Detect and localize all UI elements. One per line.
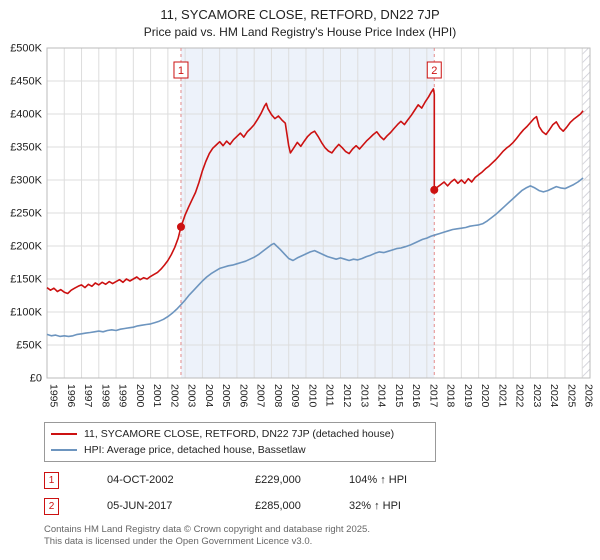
x-tick-label: 1998 bbox=[99, 384, 111, 408]
y-tick-label: £150K bbox=[10, 273, 42, 285]
y-tick-label: £200K bbox=[10, 240, 42, 252]
x-tick-label: 2004 bbox=[203, 384, 215, 408]
legend-label-hpi: HPI: Average price, detached house, Bass… bbox=[84, 443, 306, 456]
y-tick-label: £400K bbox=[10, 108, 42, 120]
x-tick-label: 2006 bbox=[237, 384, 249, 408]
footer-line-2: This data is licensed under the Open Gov… bbox=[44, 536, 313, 548]
x-tick-label: 1995 bbox=[48, 384, 60, 408]
sale-2-number-badge: 2 bbox=[44, 497, 59, 515]
x-tick-label: 2026 bbox=[583, 384, 595, 408]
sale-1-flag-box bbox=[173, 61, 189, 79]
sale-2-date: 05-JUN-2017 bbox=[107, 500, 173, 513]
price-chart: 1 2 £0 £50K £100K £150K £200K £250K £300K £350K £4… bbox=[0, 42, 600, 420]
y-tick-label: £50K bbox=[16, 339, 42, 351]
sale-row-2: 2 05-JUN-2017 £285,000 32% ↑ HPI bbox=[44, 497, 600, 515]
x-tick-label: 2002 bbox=[168, 384, 180, 408]
x-tick-label: 2013 bbox=[358, 384, 370, 408]
page-title: 11, SYCAMORE CLOSE, RETFORD, DN22 7JP bbox=[160, 7, 440, 22]
legend-item-property: 11, SYCAMORE CLOSE, RETFORD, DN22 7JP (d… bbox=[51, 426, 429, 442]
x-tick-label: 2023 bbox=[531, 384, 543, 408]
x-tick-label: 2020 bbox=[479, 384, 491, 408]
x-tick-label: 2003 bbox=[186, 384, 198, 408]
x-tick-label: 2015 bbox=[393, 384, 405, 408]
footer-line-1: Contains HM Land Registry data © Crown c… bbox=[44, 523, 370, 535]
y-tick-label: £500K bbox=[10, 42, 42, 54]
sale-2-flag-box bbox=[426, 61, 442, 79]
y-tick-label: £250K bbox=[10, 207, 42, 219]
plot-border bbox=[46, 47, 591, 379]
sale-2-point-marker bbox=[430, 185, 439, 194]
x-tick-label: 2019 bbox=[462, 384, 474, 408]
svg-text:2: 2 bbox=[431, 65, 437, 77]
page-subtitle: Price paid vs. HM Land Registry's House … bbox=[143, 24, 457, 39]
blue-line-swatch bbox=[51, 448, 77, 451]
x-tick-label: 2016 bbox=[410, 384, 422, 408]
sale-2-price: £285,000 bbox=[255, 500, 301, 513]
red-line-swatch bbox=[51, 432, 77, 435]
x-tick-label: 1999 bbox=[117, 384, 129, 408]
x-tick-label: 2011 bbox=[324, 384, 336, 407]
x-tick-label: 2022 bbox=[514, 384, 526, 408]
x-tick-label: 2008 bbox=[272, 384, 284, 408]
x-tick-label: 2021 bbox=[496, 384, 508, 408]
sale-1-point-marker bbox=[176, 222, 185, 231]
y-tick-label: £100K bbox=[10, 306, 42, 318]
x-tick-label: 2007 bbox=[255, 384, 267, 408]
sales-table: 1 04-OCT-2002 £229,000 104% ↑ HPI 2 05-J… bbox=[44, 471, 600, 515]
x-tick-label: 2017 bbox=[427, 384, 439, 408]
chart-title-block: 11, SYCAMORE CLOSE, RETFORD, DN22 7JP Pr… bbox=[0, 0, 600, 40]
legend: 11, SYCAMORE CLOSE, RETFORD, DN22 7JP (d… bbox=[44, 421, 436, 462]
x-tick-label: 2009 bbox=[289, 384, 301, 408]
sale-1-price: £229,000 bbox=[255, 474, 301, 487]
x-tick-label: 2012 bbox=[341, 384, 353, 408]
series-line-property bbox=[46, 87, 584, 295]
y-tick-label: £350K bbox=[10, 141, 42, 153]
y-tick-label: £0 bbox=[30, 372, 42, 384]
x-tick-label: 2000 bbox=[134, 384, 146, 408]
sale-row-1: 1 04-OCT-2002 £229,000 104% ↑ HPI bbox=[44, 471, 600, 489]
sale-1-number-badge: 1 bbox=[44, 471, 59, 489]
sale-1-date: 04-OCT-2002 bbox=[107, 474, 174, 487]
legend-item-hpi: HPI: Average price, detached house, Bass… bbox=[51, 442, 429, 458]
x-tick-label: 2001 bbox=[151, 384, 163, 408]
x-tick-label: 2010 bbox=[306, 384, 318, 408]
x-tick-label: 2005 bbox=[220, 384, 232, 408]
license-footer: Contains HM Land Registry data © Crown c… bbox=[44, 524, 600, 549]
y-tick-label: £300K bbox=[10, 174, 42, 186]
sale-1-hpi-change: 104% ↑ HPI bbox=[349, 474, 408, 487]
x-tick-label: 1997 bbox=[82, 384, 94, 408]
x-tick-label: 2024 bbox=[548, 384, 560, 408]
x-tick-label: 2014 bbox=[376, 384, 388, 408]
x-tick-label: 2018 bbox=[445, 384, 457, 408]
price-chart-svg: 1 2 £0 £50K £100K £150K £200K £250K £300K £350K £4… bbox=[10, 42, 595, 408]
legend-label-property: 11, SYCAMORE CLOSE, RETFORD, DN22 7JP (d… bbox=[84, 427, 395, 440]
series-line-hpi bbox=[46, 177, 584, 337]
x-tick-label: 1996 bbox=[65, 384, 77, 408]
x-tick-label: 2025 bbox=[565, 384, 577, 408]
sale-2-hpi-change: 32% ↑ HPI bbox=[349, 500, 401, 513]
y-tick-label: £450K bbox=[10, 75, 42, 87]
svg-text:1: 1 bbox=[178, 65, 184, 77]
